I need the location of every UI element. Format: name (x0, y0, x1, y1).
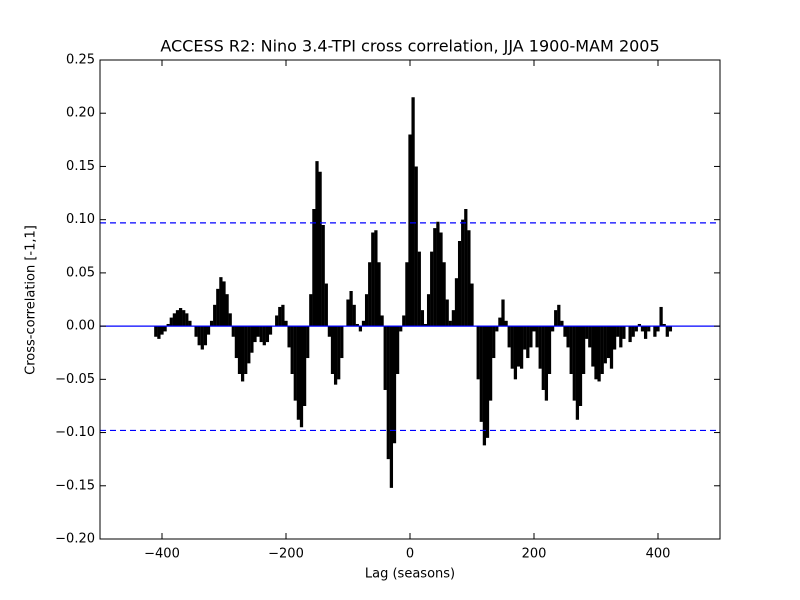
y-tick-label: −0.10 (55, 425, 95, 440)
y-tick-label: −0.15 (55, 478, 95, 493)
x-tick-label: −400 (144, 547, 180, 562)
y-tick-label: 0.20 (66, 106, 95, 121)
y-tick-label: 0.00 (66, 319, 95, 334)
y-tick-label: −0.05 (55, 372, 95, 387)
x-tick-label: 200 (522, 547, 547, 562)
y-tick-label: −0.20 (55, 532, 95, 547)
y-tick-label: 0.15 (66, 159, 95, 174)
y-tick-label: 0.05 (66, 265, 95, 280)
x-tick-label: 0 (406, 547, 414, 562)
x-tick-label: −200 (268, 547, 304, 562)
y-tick-label: 0.10 (66, 212, 95, 227)
y-axis-label: Cross-correlation [-1,1] (24, 225, 39, 375)
chart-title: ACCESS R2: Nino 3.4-TPI cross correlatio… (160, 37, 659, 56)
x-tick-label: 400 (646, 547, 671, 562)
y-tick-label: 0.25 (66, 53, 95, 68)
x-axis-label: Lag (seasons) (365, 567, 455, 582)
